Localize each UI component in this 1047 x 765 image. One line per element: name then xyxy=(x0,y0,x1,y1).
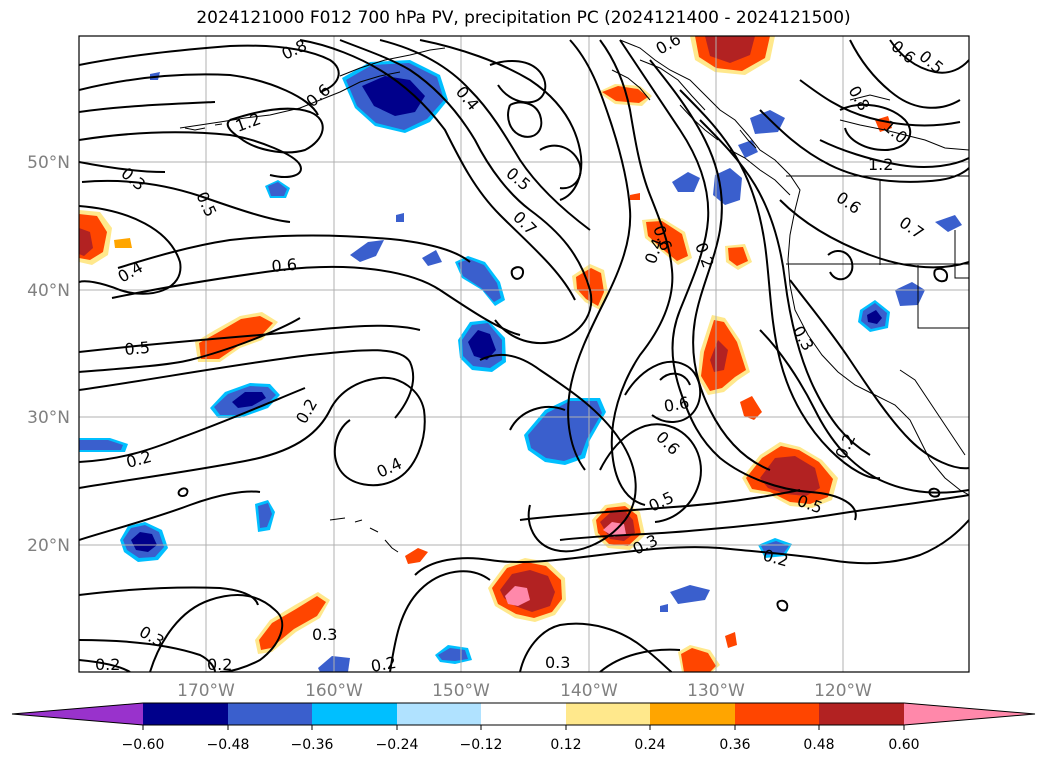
precip-blob-gulf-small xyxy=(598,84,652,106)
lon-label-130w: 130°W xyxy=(687,681,745,701)
colorbar-bin xyxy=(228,703,312,725)
colorbar-bin xyxy=(481,703,566,725)
precip-blob-149w-35n xyxy=(458,320,506,372)
contour-label: 0.2 xyxy=(369,653,397,676)
lon-label-140w: 140°W xyxy=(560,681,618,701)
precip-blob-west-edge-28n xyxy=(79,438,128,452)
pv-contours xyxy=(79,39,969,672)
coastlines xyxy=(179,39,969,553)
precip-negative-areas xyxy=(79,60,962,672)
gridlines xyxy=(79,36,969,672)
colorbar-bin xyxy=(566,703,650,725)
precip-blob-145w-15n xyxy=(488,558,566,622)
colorbar-tick-label: −0.48 xyxy=(207,737,250,753)
precip-blob-165w-13n xyxy=(255,592,330,654)
lon-label-150w: 150°W xyxy=(432,681,490,701)
colorbar-tick-label: −0.36 xyxy=(291,737,334,753)
lat-label-30n: 30°N xyxy=(27,408,70,428)
precip-blob-133w-35n xyxy=(698,315,762,420)
colorbar-bin xyxy=(397,703,481,725)
contour-label: 1.2 xyxy=(868,155,893,174)
colorbar-bin xyxy=(819,703,904,725)
contour-label: 0.2 xyxy=(207,655,232,674)
colorbar-tick-label: 0.24 xyxy=(634,737,665,753)
colorbar-bin xyxy=(312,703,397,725)
precip-blob-alaska xyxy=(690,36,775,75)
contour-label: 0.3 xyxy=(545,653,570,672)
contour-label: 0.2 xyxy=(95,655,120,674)
precip-blob-146w-28n xyxy=(524,398,606,465)
lat-label-40n: 40°N xyxy=(27,281,70,301)
colorbar-tick-label: 0.48 xyxy=(803,737,834,753)
colorbar-bin xyxy=(143,703,228,725)
colorbar-tick-label: 0.36 xyxy=(719,737,750,753)
colorbar-bin xyxy=(650,703,735,725)
colorbar-tick-label: 0.60 xyxy=(888,737,919,753)
contour-label: 0.5 xyxy=(124,338,151,359)
lat-label-50n: 50°N xyxy=(27,153,70,173)
contour-label: 0.3 xyxy=(312,625,337,644)
colorbar-extend-high xyxy=(904,703,1035,725)
longitude-labels: 170°W 160°W 150°W 140°W 130°W 120°W xyxy=(177,681,872,701)
precip-blob-aleutian xyxy=(342,60,448,133)
precip-blob-151w-40n xyxy=(455,256,505,306)
precip-blob-small-misc xyxy=(405,116,892,672)
colorbar-bin xyxy=(735,703,819,725)
colorbar: −0.60 −0.48 −0.36 −0.24 −0.12 0.12 0.24 … xyxy=(11,702,1036,753)
map-frame xyxy=(78,35,970,673)
colorbar-tick-label: 0.12 xyxy=(550,737,581,753)
precip-blob-westedge xyxy=(79,210,132,265)
latitude-labels: 50°N 40°N 30°N 20°N xyxy=(27,153,70,556)
chart-title: 2024121000 F012 700 hPa PV, precipitatio… xyxy=(196,8,851,28)
lat-label-20n: 20°N xyxy=(27,536,70,556)
colorbar-tick-label: −0.60 xyxy=(122,737,165,753)
lon-label-120w: 120°W xyxy=(814,681,872,701)
map-layer: 0.8 0.6 1.2 0.4 0.5 0.6 0.8 1.0 1.2 0.3 … xyxy=(79,36,969,676)
lon-label-160w: 160°W xyxy=(305,681,363,701)
precip-blob-175w-20n xyxy=(120,522,168,562)
colorbar-extend-low xyxy=(12,703,143,725)
precip-blob-170w-31n xyxy=(210,383,280,418)
colorbar-tick-label: −0.12 xyxy=(460,737,503,753)
lon-label-170w: 170°W xyxy=(177,681,235,701)
contour-label: 0.6 xyxy=(271,255,298,276)
colorbar-tick-label: −0.24 xyxy=(376,737,419,753)
contour-label: 0.6 xyxy=(662,393,690,416)
